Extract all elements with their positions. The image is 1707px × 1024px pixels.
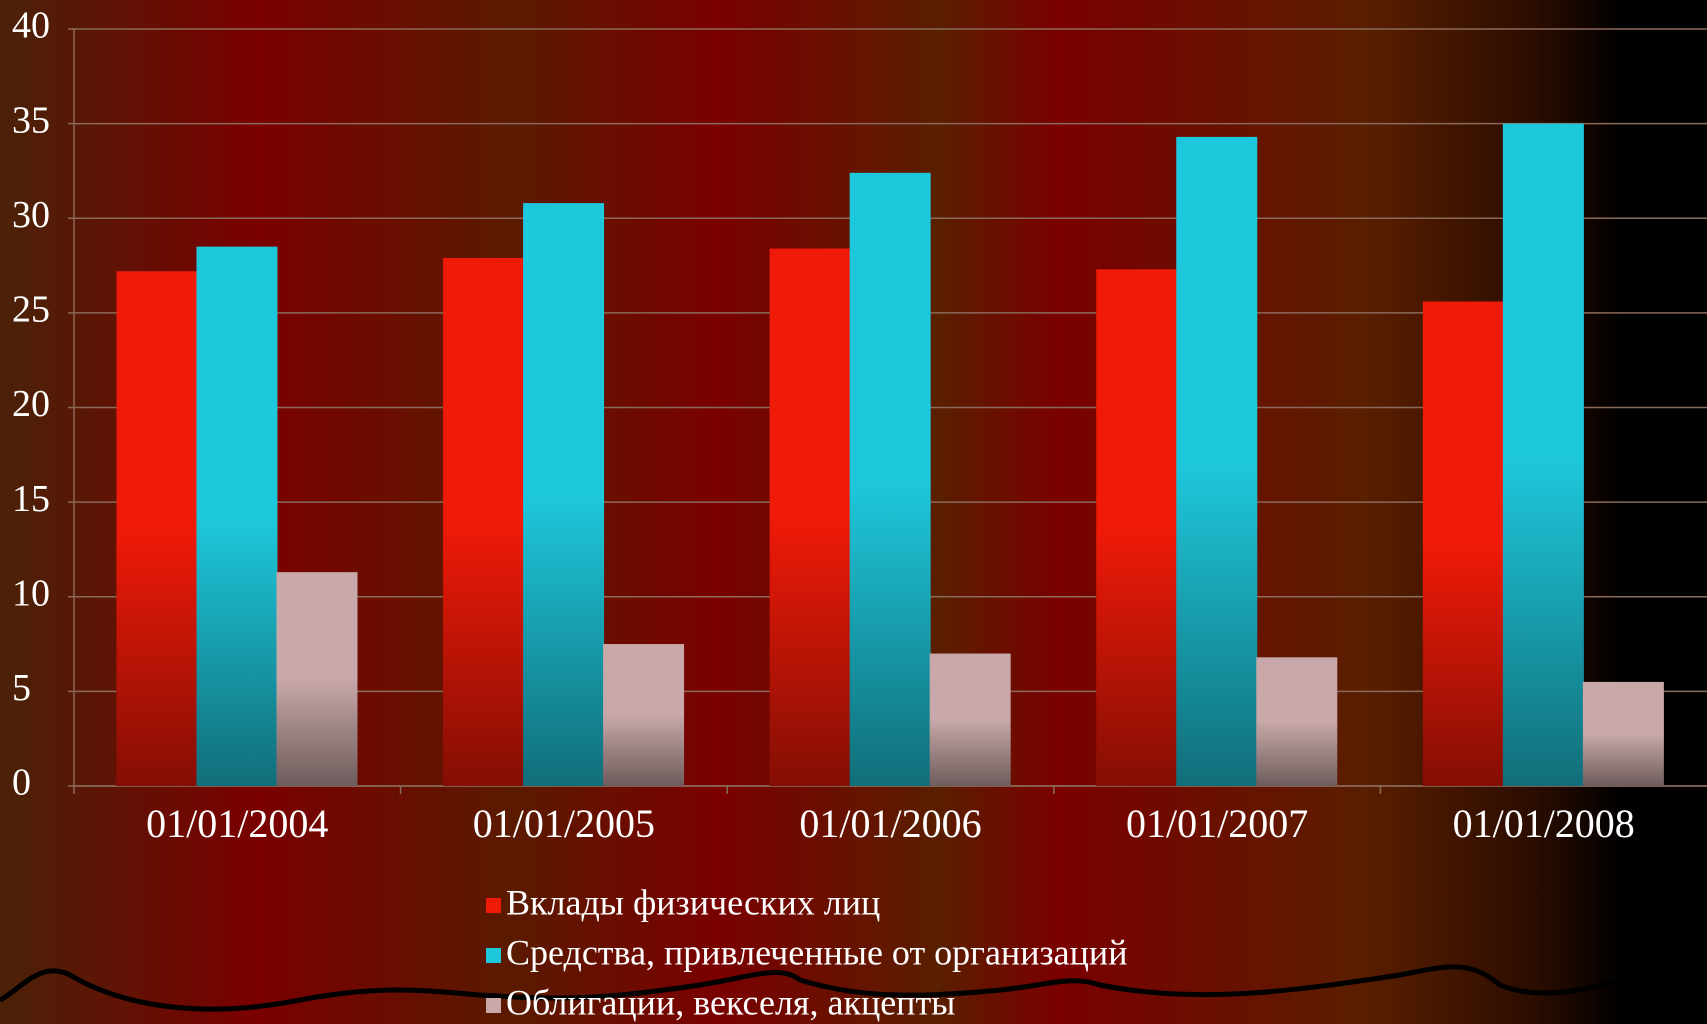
bar: [443, 257, 525, 786]
bar: [1176, 136, 1258, 786]
bar: [1256, 657, 1338, 786]
y-tick-label: 35: [12, 99, 50, 141]
decor-wave: [0, 957, 1707, 1012]
legend-label: Облигации, векселя, акцепты: [506, 982, 955, 1022]
bar: [769, 248, 851, 786]
bar: [1096, 269, 1178, 786]
x-tick-label: 01/01/2007: [1126, 801, 1308, 846]
legend-label: Средства, привлеченные от организаций: [506, 932, 1127, 972]
legend-swatch: [486, 898, 501, 913]
y-tick-label: 40: [12, 5, 50, 47]
y-tick-label: 30: [12, 194, 50, 236]
x-tick-label: 01/01/2008: [1453, 801, 1635, 846]
y-tick-label: 25: [12, 289, 50, 331]
y-tick-label: 20: [12, 383, 50, 425]
bar: [276, 572, 358, 786]
bar: [523, 203, 605, 787]
legend-swatch: [486, 948, 501, 963]
y-tick-label: 15: [12, 478, 50, 520]
bar: [603, 644, 685, 786]
y-tick-label: 5: [12, 667, 31, 709]
x-tick-label: 01/01/2005: [473, 801, 655, 846]
bar: [929, 653, 1011, 786]
bar: [1502, 123, 1584, 786]
legend-label: Вклады физических лиц: [506, 882, 880, 922]
bar: [849, 172, 931, 786]
legend-swatch: [486, 998, 501, 1013]
bar: [196, 246, 278, 786]
y-tick-label: 10: [12, 572, 50, 614]
bar: [116, 271, 198, 786]
bar: [1582, 681, 1664, 786]
x-tick-label: 01/01/2006: [799, 801, 981, 846]
y-tick-label: 0: [12, 762, 31, 804]
x-tick-label: 01/01/2004: [146, 801, 328, 846]
bar: [1422, 301, 1504, 786]
